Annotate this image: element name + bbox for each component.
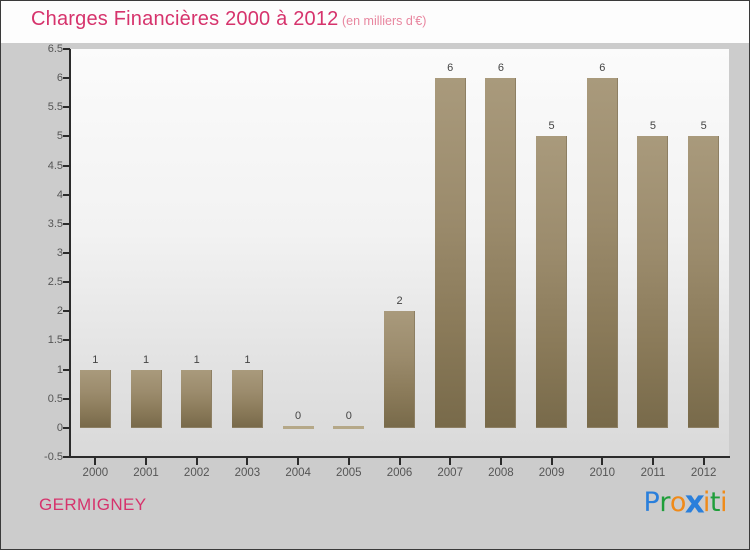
y-axis-tick bbox=[63, 222, 70, 225]
y-axis-tick bbox=[63, 339, 70, 342]
y-axis-tick bbox=[63, 135, 70, 138]
bar-2011[interactable] bbox=[637, 136, 669, 428]
y-axis-tick-label: 1 bbox=[56, 363, 63, 376]
y-axis-tick bbox=[63, 426, 70, 429]
bar-2002[interactable] bbox=[181, 369, 213, 428]
x-axis-tick bbox=[246, 458, 249, 465]
y-axis-tick bbox=[63, 281, 70, 284]
y-axis-line bbox=[69, 49, 71, 458]
y-axis-tick-label: 3.5 bbox=[47, 217, 63, 230]
y-axis-tick-label: 3 bbox=[56, 247, 63, 259]
y-axis-tick bbox=[63, 193, 70, 196]
logo-letter-i-6: i bbox=[719, 487, 728, 518]
logo-letter-x-3: x bbox=[684, 484, 705, 521]
x-axis-tick bbox=[651, 458, 654, 465]
y-axis-tick-label: 4.5 bbox=[47, 159, 63, 172]
y-axis-tick bbox=[63, 164, 70, 167]
y-axis-tick-label: 2 bbox=[56, 305, 63, 318]
bar-2008[interactable] bbox=[485, 78, 517, 428]
y-axis-labels: 6.5 6 5.5 5 4.5 4 3.5 3 2.5 2 1.5 1 0.5 0 -0.5 bbox=[1, 43, 63, 476]
x-axis-tick bbox=[347, 458, 350, 465]
logo-letter-t-5: t bbox=[709, 487, 721, 518]
bar-value-label: 5 bbox=[548, 120, 555, 133]
bar-2004[interactable] bbox=[282, 425, 314, 429]
x-axis-tick bbox=[499, 458, 502, 465]
y-axis-tick-label: 6 bbox=[56, 72, 63, 85]
x-axis-tick bbox=[398, 458, 401, 465]
bar-value-label: 0 bbox=[295, 409, 302, 422]
x-axis-tick bbox=[94, 458, 97, 465]
bar-value-label: 6 bbox=[447, 62, 454, 75]
y-axis-tick bbox=[63, 310, 70, 313]
y-axis-tick-label: 5.5 bbox=[47, 101, 63, 114]
logo-letter-o-2: o bbox=[669, 487, 687, 518]
chart-plot-wrapper: 6.5 6 5.5 5 4.5 4 3.5 3 2.5 2 1.5 1 0.5 0 -0.5 2000 200… bbox=[1, 43, 749, 479]
y-axis-tick-label: -0.5 bbox=[44, 451, 63, 463]
y-axis-tick bbox=[63, 106, 70, 109]
y-axis-tick-label: 2.5 bbox=[47, 276, 63, 289]
bar-value-label: 2 bbox=[396, 295, 403, 308]
y-axis-tick bbox=[63, 397, 70, 400]
y-axis-tick bbox=[63, 77, 70, 80]
bar-2006[interactable] bbox=[384, 311, 415, 428]
bar-2003[interactable] bbox=[231, 369, 263, 428]
y-axis-tick-label: 4 bbox=[56, 188, 63, 201]
x-axis-line bbox=[69, 456, 730, 458]
logo-letter-i-4: i bbox=[702, 487, 711, 518]
bar-2005[interactable] bbox=[333, 425, 365, 429]
logo-letter-r-1: r bbox=[659, 487, 670, 518]
x-axis-tick bbox=[550, 458, 553, 465]
bar-2009[interactable] bbox=[536, 136, 568, 428]
x-axis-tick bbox=[297, 458, 300, 465]
y-axis-tick bbox=[63, 368, 70, 371]
page-title: Charges Financières 2000 à 2012 bbox=[31, 8, 339, 30]
y-axis-tick-label: 0.5 bbox=[47, 392, 63, 405]
x-axis-tick bbox=[702, 458, 705, 465]
bar-value-label: 5 bbox=[649, 120, 657, 133]
bar-2010[interactable] bbox=[586, 78, 618, 428]
bar-2007[interactable] bbox=[434, 78, 466, 428]
y-axis-tick-label: 0 bbox=[56, 421, 63, 434]
bar-value-label: 0 bbox=[345, 409, 352, 422]
x-axis-tick bbox=[195, 458, 198, 465]
y-axis-tick bbox=[63, 456, 70, 458]
x-axis-tick bbox=[601, 458, 604, 465]
y-axis-tick-label: 6.5 bbox=[47, 43, 63, 55]
x-axis-tick bbox=[449, 458, 452, 465]
bar-value-label: 6 bbox=[497, 62, 504, 75]
chart-footer: GERMIGNEY Proxiti bbox=[1, 476, 749, 549]
y-axis-tick bbox=[63, 252, 70, 254]
y-axis-tick-label: 1.5 bbox=[47, 334, 63, 347]
bar-2001[interactable] bbox=[130, 369, 162, 428]
logo-letter-p-0: P bbox=[643, 487, 660, 518]
chart-header: Charges Financières 2000 à 2012 (en mill… bbox=[1, 1, 749, 43]
bar-2000[interactable] bbox=[79, 369, 111, 428]
y-axis-tick-label: 5 bbox=[56, 130, 63, 143]
proxiti-logo[interactable]: Proxiti bbox=[643, 484, 728, 521]
y-axis-tick bbox=[63, 48, 70, 50]
bar-value-label: 5 bbox=[700, 120, 707, 133]
bar-value-label: 6 bbox=[599, 62, 606, 75]
x-axis-tick bbox=[145, 458, 148, 465]
bar-2012[interactable] bbox=[688, 136, 720, 428]
bar-value-label: 1 bbox=[193, 353, 200, 366]
bar-value-label: 1 bbox=[142, 353, 150, 366]
chart-units-subtitle: (en milliers d'€) bbox=[342, 14, 427, 28]
bar-value-label: 1 bbox=[92, 353, 99, 366]
bar-value-label: 1 bbox=[244, 353, 251, 366]
commune-name: GERMIGNEY bbox=[39, 495, 147, 514]
